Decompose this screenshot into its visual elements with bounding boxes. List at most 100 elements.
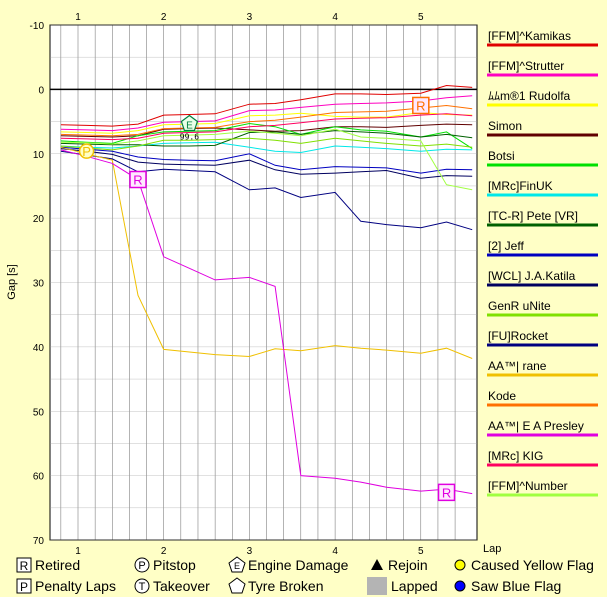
svg-text:E: E [186, 120, 193, 131]
legend-symbol-circle-icon [134, 578, 150, 594]
legend-item: Saw Blue Flag [454, 578, 561, 594]
legend-item: Rejoin [371, 557, 428, 573]
driver-legend-item: [TC-R] Pete [VR] [487, 209, 598, 227]
driver-name: [TC-R] Pete [VR] [488, 209, 578, 223]
x-tick-label-top: 4 [332, 12, 338, 23]
y-tick-label: -10 [30, 21, 45, 32]
marker-retired: R [412, 96, 430, 115]
driver-legend-item: [FFM]^Strutter [487, 59, 598, 77]
driver-name: [FU]Rocket [488, 329, 549, 343]
legend-item: T Takeover [134, 578, 210, 594]
svg-text:P: P [20, 580, 28, 594]
driver-legend-item: AA™| rane [487, 359, 598, 377]
driver-name: [FFM]^Strutter [488, 59, 564, 73]
legend-symbol-pentagon-icon [228, 556, 246, 573]
x-tick-label-top: 3 [247, 12, 253, 23]
driver-name: Botsi [488, 149, 515, 163]
driver-legend-item: Kode [487, 389, 598, 407]
legend-label: Tyre Broken [248, 578, 323, 594]
driver-legend-item: [FU]Rocket [487, 329, 598, 347]
driver-name: Simon [488, 119, 522, 133]
legend-label: Caused Yellow Flag [471, 557, 594, 573]
series-line [60, 128, 473, 191]
legend-label: Rejoin [388, 557, 428, 573]
x-tick-label-bottom: 5 [418, 546, 424, 557]
y-tick-label: 50 [33, 407, 45, 418]
symbol-legend: R Retired P Penalty Laps P Pitstop T Takeover E E… [16, 556, 594, 595]
legend-item: Tyre Broken [228, 577, 323, 594]
y-axis-label: Gap [s] [6, 264, 18, 299]
driver-name: [MRc] KIG [488, 449, 543, 463]
svg-text:R: R [416, 98, 425, 113]
marker-retired: R [129, 170, 147, 189]
y-tick-label: 60 [33, 472, 45, 483]
driver-legend-item: Botsi [487, 149, 598, 167]
series-line [60, 111, 473, 134]
driver-legend-item: [2] Jeff [487, 239, 598, 257]
driver-name: [FFM]^Number [488, 479, 568, 493]
driver-legend-item: [MRc]FinUK [487, 179, 598, 197]
driver-legend-item: GenR uNite [487, 299, 598, 317]
driver-legend-item: [FFM]^Kamikas [487, 29, 598, 47]
driver-name: [FFM]^Kamikas [488, 29, 571, 43]
y-tick-label: 10 [33, 150, 45, 161]
legend-item: E Engine Damage [228, 556, 349, 573]
x-tick-label-top: 1 [75, 12, 81, 23]
marker-retired: R [437, 483, 456, 502]
series-line [60, 122, 473, 150]
driver-name: ﾑﾑm®1 Rudolfa [488, 89, 571, 103]
series-line [60, 84, 473, 127]
series-line [60, 95, 473, 132]
series-line [60, 137, 473, 151]
x-tick-label-bottom: 3 [247, 546, 253, 557]
x-axis-label: Lap [483, 543, 501, 555]
legend-label: Pitstop [153, 557, 196, 573]
driver-name: [MRc]FinUK [488, 179, 553, 193]
driver-name: AA™| rane [488, 359, 547, 373]
svg-text:P: P [138, 560, 145, 572]
series-line [60, 149, 473, 495]
driver-name: [2] Jeff [488, 239, 524, 253]
driver-legend-item: [MRc] KIG [487, 449, 598, 467]
legend-label: Penalty Laps [35, 578, 116, 594]
legend-label: Saw Blue Flag [471, 578, 561, 594]
y-tick-label: 30 [33, 279, 45, 290]
legend-symbol-pentagon-icon [228, 577, 246, 594]
legend-label: Retired [35, 557, 80, 573]
legend-blue-flag-icon [454, 580, 466, 592]
y-tick-label: 70 [33, 536, 45, 547]
series-line [60, 141, 473, 154]
legend-symbol-box-icon [16, 578, 32, 594]
x-tick-labels-bottom: 1 2 3 4 5 [75, 546, 424, 557]
y-tick-label: 0 [38, 85, 44, 96]
legend-label: Engine Damage [248, 557, 349, 573]
series-line [60, 148, 473, 179]
driver-name: [WCL] J.A.Katila [488, 269, 576, 283]
legend-item: P Pitstop [134, 557, 196, 573]
series-line [60, 123, 473, 138]
series-line [60, 150, 473, 231]
svg-text:R: R [133, 173, 142, 188]
x-tick-label-bottom: 1 [75, 546, 81, 557]
marker-pitstop: P [78, 143, 95, 159]
legend-label: Lapped [391, 578, 438, 594]
svg-text:E: E [234, 561, 240, 571]
svg-text:P: P [82, 144, 91, 159]
driver-name: GenR uNite [488, 299, 551, 313]
series-line [60, 104, 473, 137]
y-tick-label: 40 [33, 343, 45, 354]
driver-legend-item: ﾑﾑm®1 Rudolfa [487, 89, 598, 107]
series-line [60, 146, 473, 359]
driver-legend-item: [WCL] J.A.Katila [487, 269, 598, 287]
marker-engine_damage: E [180, 114, 199, 131]
x-tick-labels-top: 1 2 3 4 5 [75, 12, 424, 23]
legend-yellow-flag-icon [454, 559, 466, 571]
legend-lapped-square-icon [367, 577, 387, 595]
x-tick-label-top: 5 [418, 12, 424, 23]
driver-name: AA™| E A Presley [488, 419, 584, 433]
event-markers: P R E R R [78, 96, 456, 502]
svg-text:R: R [442, 485, 451, 500]
driver-legend-item: [FFM]^Number [487, 479, 598, 497]
legend-item: P Penalty Laps [16, 578, 116, 594]
